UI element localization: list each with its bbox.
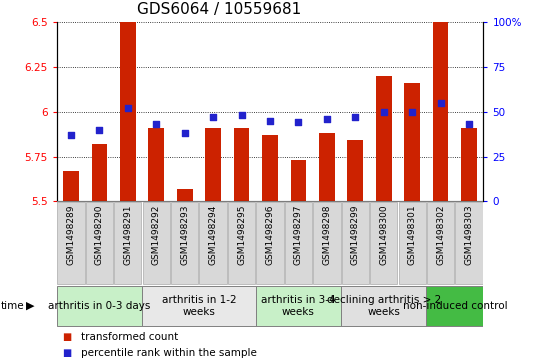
Text: transformed count: transformed count <box>81 332 178 342</box>
Text: GSM1498300: GSM1498300 <box>379 205 388 265</box>
Text: percentile rank within the sample: percentile rank within the sample <box>81 348 257 358</box>
Point <box>322 116 331 122</box>
Point <box>380 109 388 114</box>
Bar <box>177 189 192 201</box>
Text: GSM1498302: GSM1498302 <box>436 205 445 265</box>
Text: GSM1498301: GSM1498301 <box>408 205 417 265</box>
Text: GSM1498296: GSM1498296 <box>266 205 274 265</box>
Text: arthritis in 0-3 days: arthritis in 0-3 days <box>48 301 151 311</box>
Point <box>465 121 474 127</box>
Bar <box>376 76 392 201</box>
FancyBboxPatch shape <box>256 202 284 284</box>
FancyBboxPatch shape <box>57 202 85 284</box>
Text: ■: ■ <box>62 348 71 358</box>
Text: declining arthritis > 2
weeks: declining arthritis > 2 weeks <box>327 295 441 317</box>
Text: GSM1498290: GSM1498290 <box>95 205 104 265</box>
Text: time: time <box>1 301 25 311</box>
Point <box>294 119 303 125</box>
FancyBboxPatch shape <box>427 286 483 326</box>
Bar <box>404 83 420 201</box>
FancyBboxPatch shape <box>427 202 454 284</box>
Text: GSM1498289: GSM1498289 <box>66 205 76 265</box>
Text: arthritis in 3-4
weeks: arthritis in 3-4 weeks <box>261 295 336 317</box>
Bar <box>291 160 306 201</box>
Point <box>180 130 189 136</box>
Point <box>152 121 160 127</box>
Text: GSM1498297: GSM1498297 <box>294 205 303 265</box>
Point <box>408 109 416 114</box>
FancyBboxPatch shape <box>114 202 141 284</box>
FancyBboxPatch shape <box>455 202 483 284</box>
FancyBboxPatch shape <box>285 202 312 284</box>
Text: arthritis in 1-2
weeks: arthritis in 1-2 weeks <box>161 295 236 317</box>
Point <box>351 114 360 120</box>
Bar <box>262 135 278 201</box>
Text: GSM1498291: GSM1498291 <box>123 205 132 265</box>
Bar <box>63 171 79 201</box>
Text: GSM1498293: GSM1498293 <box>180 205 189 265</box>
FancyBboxPatch shape <box>142 286 256 326</box>
Text: GSM1498295: GSM1498295 <box>237 205 246 265</box>
FancyBboxPatch shape <box>256 286 341 326</box>
Text: GSM1498292: GSM1498292 <box>152 205 161 265</box>
FancyBboxPatch shape <box>143 202 170 284</box>
Bar <box>461 128 477 201</box>
Point <box>209 114 218 120</box>
FancyBboxPatch shape <box>342 202 369 284</box>
Point <box>436 100 445 106</box>
FancyBboxPatch shape <box>399 202 426 284</box>
Point <box>237 112 246 118</box>
Point <box>66 132 75 138</box>
Text: GSM1498298: GSM1498298 <box>322 205 332 265</box>
Text: GSM1498294: GSM1498294 <box>208 205 218 265</box>
FancyBboxPatch shape <box>370 202 397 284</box>
Text: ■: ■ <box>62 332 71 342</box>
Bar <box>205 128 221 201</box>
FancyBboxPatch shape <box>199 202 227 284</box>
Point <box>95 127 104 132</box>
FancyBboxPatch shape <box>313 202 341 284</box>
Bar <box>120 22 136 201</box>
Bar <box>148 128 164 201</box>
Bar <box>319 133 335 201</box>
FancyBboxPatch shape <box>57 286 142 326</box>
Point <box>124 105 132 111</box>
FancyBboxPatch shape <box>86 202 113 284</box>
Bar <box>92 144 107 201</box>
Bar <box>234 128 249 201</box>
Text: GDS6064 / 10559681: GDS6064 / 10559681 <box>137 3 301 17</box>
Bar <box>348 140 363 201</box>
Text: GSM1498299: GSM1498299 <box>351 205 360 265</box>
Text: non-induced control: non-induced control <box>402 301 507 311</box>
FancyBboxPatch shape <box>228 202 255 284</box>
FancyBboxPatch shape <box>341 286 427 326</box>
Point <box>266 118 274 123</box>
Bar <box>433 22 448 201</box>
Text: ▶: ▶ <box>26 301 35 311</box>
Text: GSM1498303: GSM1498303 <box>464 205 474 265</box>
FancyBboxPatch shape <box>171 202 198 284</box>
